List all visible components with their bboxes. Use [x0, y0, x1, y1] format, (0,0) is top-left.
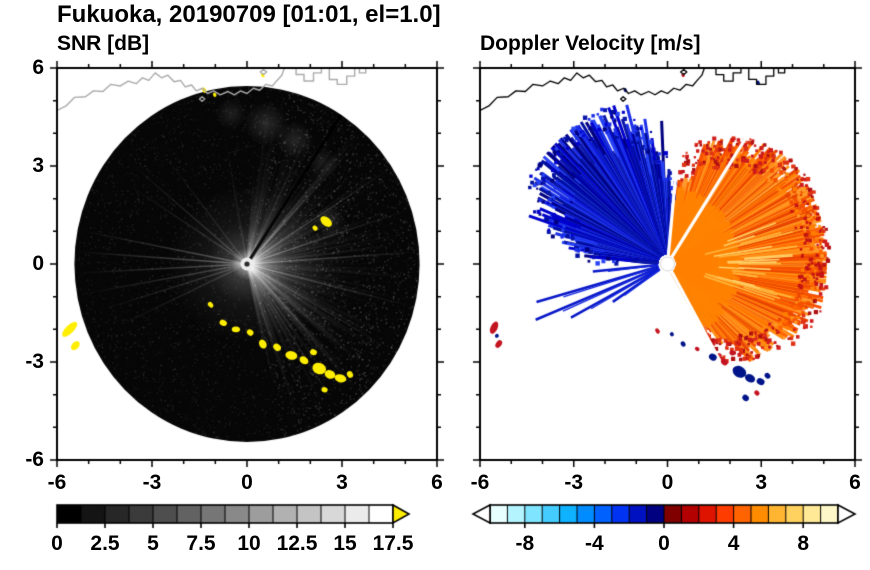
snr-colorbar	[44, 501, 424, 531]
doppler-colorbar-tick-label: -8	[515, 532, 535, 555]
doppler-x-tick-label: 0	[661, 471, 674, 494]
doppler-x-tick-label: -6	[470, 471, 490, 494]
doppler-colorbar	[450, 501, 870, 531]
snr-y-tick-label: -3	[25, 350, 44, 373]
doppler-colorbar-tick-label: 8	[797, 532, 810, 555]
snr-colorbar-tick-label: 10	[237, 532, 261, 555]
doppler-x-tick-label: -3	[564, 471, 584, 494]
doppler-colorbar-tick-label: 4	[727, 532, 740, 555]
snr-y-tick-label: -6	[25, 448, 44, 471]
figure-title: Fukuoka, 20190709 [01:01, el=1.0]	[57, 1, 441, 28]
snr-x-tick-label: 3	[336, 471, 348, 494]
snr-y-tick-label: 3	[32, 154, 44, 177]
snr-colorbar-tick-label: 12.5	[276, 532, 318, 555]
doppler-x-tick-label: 6	[849, 471, 861, 494]
snr-colorbar-tick-label: 5	[147, 532, 159, 555]
doppler-colorbar-tick-label: 0	[658, 532, 670, 555]
snr-x-tick-label: 0	[241, 471, 253, 494]
snr-y-tick-label: 0	[32, 252, 44, 275]
snr-radar-image	[44, 55, 450, 473]
snr-panel-title: SNR [dB]	[57, 32, 150, 55]
snr-x-tick-label: -6	[47, 471, 67, 494]
snr-colorbar-tick-label: 2.5	[90, 532, 120, 555]
snr-colorbar-tick-label: 15	[333, 532, 357, 555]
doppler-colorbar-tick-label: -4	[585, 532, 604, 555]
snr-colorbar-tick-label: 0	[51, 532, 63, 555]
snr-x-tick-label: -3	[142, 471, 162, 494]
doppler-radar-image	[467, 55, 868, 473]
snr-colorbar-tick-label: 7.5	[186, 532, 216, 555]
doppler-x-tick-label: 3	[755, 471, 768, 494]
snr-colorbar-tick-label: 17.5	[372, 532, 414, 555]
snr-x-tick-label: 6	[431, 471, 443, 494]
snr-y-tick-label: 6	[32, 56, 44, 79]
doppler-panel-title: Doppler Velocity [m/s]	[480, 32, 701, 55]
